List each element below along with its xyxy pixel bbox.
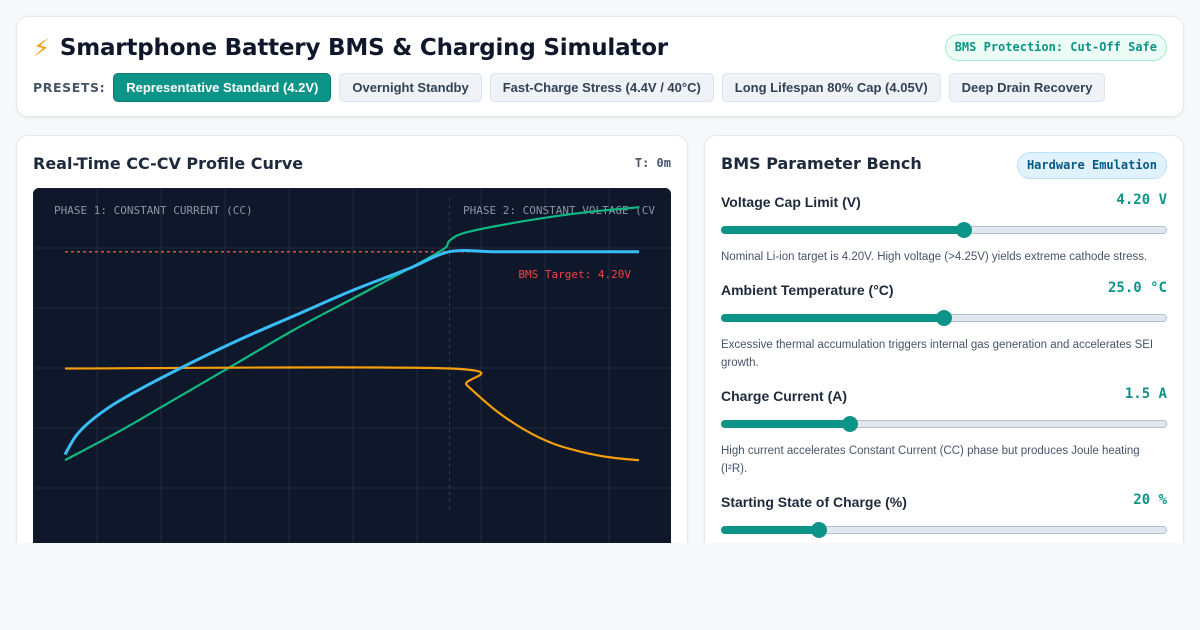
cc-cv-chart: PHASE 1: CONSTANT CURRENT (CC) PHASE 2: … <box>33 188 671 558</box>
elapsed-time-readout: T: 0m <box>634 156 671 170</box>
slider-thumb[interactable] <box>936 310 952 326</box>
series-soc-line <box>64 206 640 462</box>
starting-soc-slider[interactable] <box>721 522 1167 538</box>
preset-representative-standard-button[interactable]: Representative Standard (4.2V) <box>113 73 332 102</box>
param-label: Ambient Temperature (°C) <box>721 282 894 298</box>
preset-long-lifespan-button[interactable]: Long Lifespan 80% Cap (4.05V) <box>721 73 941 102</box>
param-note: Nominal Li-ion target is 4.20V. High vol… <box>721 251 1148 263</box>
slider-thumb[interactable] <box>842 416 859 432</box>
bench-title: BMS Parameter Bench <box>721 154 922 173</box>
param-value: 20 % <box>1133 492 1167 508</box>
param-label: Charge Current (A) <box>721 388 848 404</box>
slider-thumb[interactable] <box>811 522 828 538</box>
header-card: ⚡ Smartphone Battery BMS & Charging Simu… <box>16 16 1184 117</box>
phase1-label: PHASE 1: CONSTANT CURRENT (CC) <box>54 204 253 217</box>
chart-canvas: PHASE 1: CONSTANT CURRENT (CC) PHASE 2: … <box>33 188 671 558</box>
bms-target-label: BMS Target: 4.20V <box>518 268 631 281</box>
param-value: 25.0 °C <box>1107 280 1167 296</box>
page-title: Smartphone Battery BMS & Charging Simula… <box>59 35 668 61</box>
param-label: Voltage Cap Limit (V) <box>721 194 861 210</box>
slider-thumb[interactable] <box>956 222 973 238</box>
presets-label: PRESETS: <box>33 80 106 95</box>
preset-overnight-standby-button[interactable]: Overnight Standby <box>339 73 482 102</box>
slider-fill <box>721 226 965 234</box>
hardware-emulation-badge: Hardware Emulation <box>1016 152 1167 179</box>
param-note: High current accelerates Constant Curren… <box>721 445 1140 475</box>
slider-fill <box>721 314 944 322</box>
lightning-bolt-icon: ⚡ <box>33 34 50 62</box>
page-footer-space <box>0 543 1200 630</box>
preset-fast-charge-stress-button[interactable]: Fast-Charge Stress (4.4V / 40°C) <box>489 73 714 102</box>
param-label: Starting State of Charge (%) <box>721 494 907 510</box>
slider-fill <box>721 526 820 534</box>
voltage-cap-param: Voltage Cap Limit (V) 4.20 V Nominal Li-… <box>721 192 1167 266</box>
chart-card: Real-Time CC-CV Profile Curve T: 0m PHAS… <box>16 135 688 558</box>
chart-title: Real-Time CC-CV Profile Curve <box>33 154 304 173</box>
param-value: 1.5 A <box>1124 386 1167 402</box>
starting-soc-param: Starting State of Charge (%) 20 % <box>721 492 1167 538</box>
protection-status-badge: BMS Protection: Cut-Off Safe <box>944 34 1167 61</box>
ambient-temperature-param: Ambient Temperature (°C) 25.0 °C Excessi… <box>721 280 1167 372</box>
slider-fill <box>721 420 851 428</box>
series-voltage-line <box>63 249 640 456</box>
param-note: Excessive thermal accumulation triggers … <box>721 339 1154 369</box>
title-row: ⚡ Smartphone Battery BMS & Charging Simu… <box>33 33 668 63</box>
presets-bar: PRESETS: Representative Standard (4.2V) … <box>33 73 1113 102</box>
param-value: 4.20 V <box>1116 192 1167 208</box>
preset-deep-drain-recovery-button[interactable]: Deep Drain Recovery <box>948 73 1106 102</box>
voltage-cap-slider[interactable] <box>721 222 1167 238</box>
charge-current-param: Charge Current (A) 1.5 A High current ac… <box>721 386 1167 478</box>
ambient-temperature-slider[interactable] <box>721 310 1167 326</box>
parameter-bench-card: BMS Parameter Bench Hardware Emulation V… <box>704 135 1184 555</box>
phase2-label: PHASE 2: CONSTANT VOLTAGE (CV <box>463 204 655 217</box>
charge-current-slider[interactable] <box>721 416 1167 432</box>
series-current-line <box>64 366 640 462</box>
